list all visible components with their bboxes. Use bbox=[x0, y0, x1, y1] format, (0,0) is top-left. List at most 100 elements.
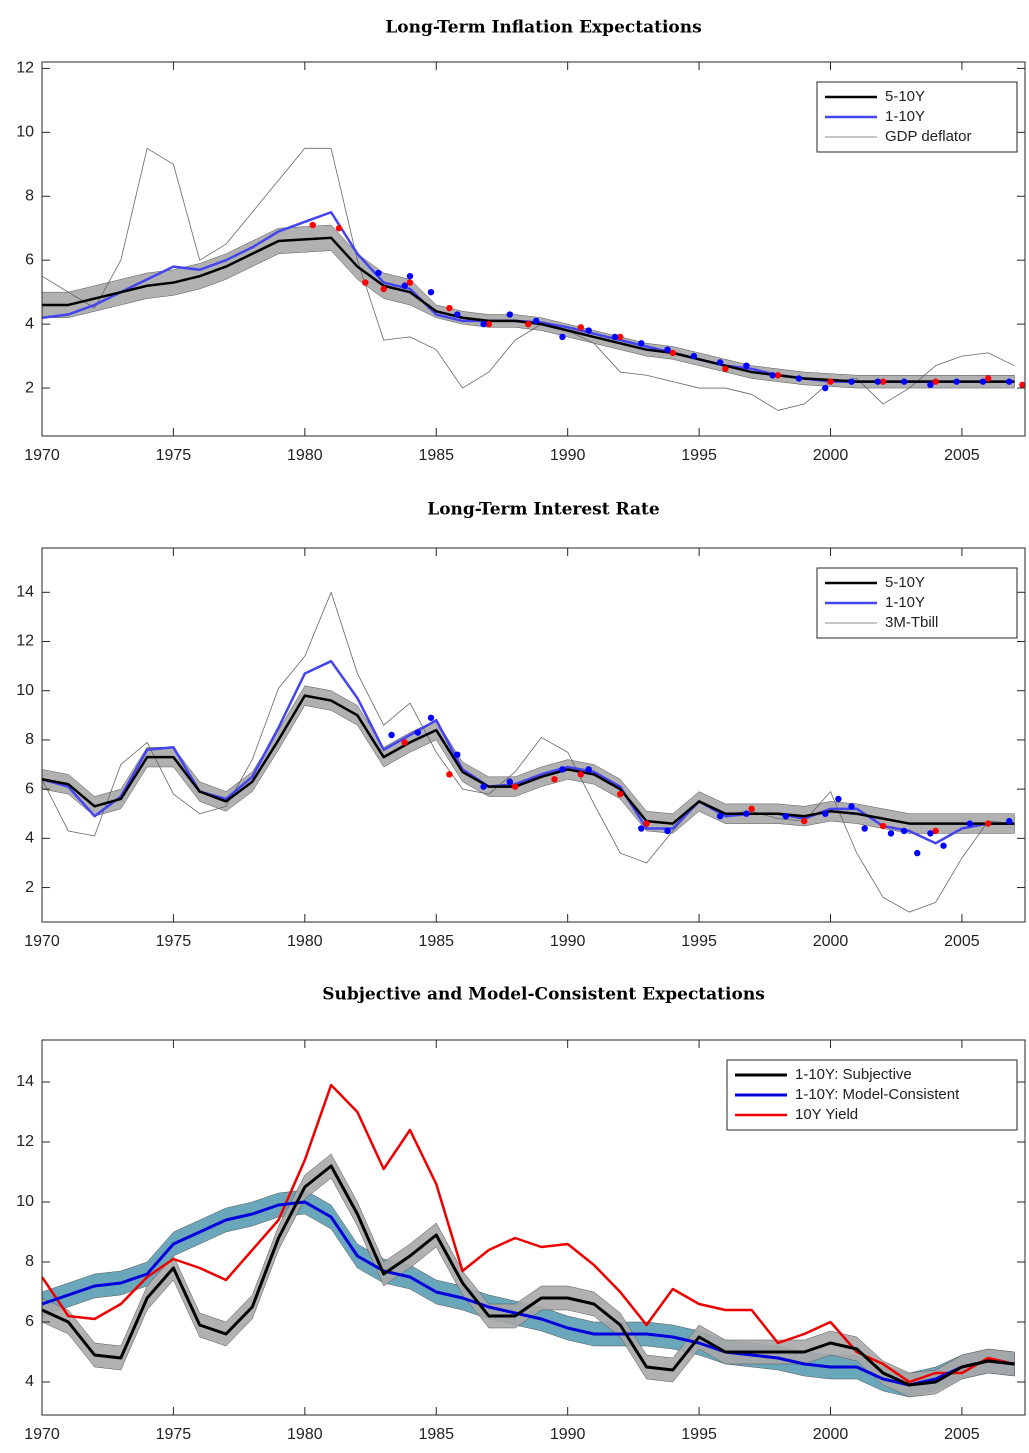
survey-point bbox=[690, 352, 698, 360]
survey-point bbox=[577, 771, 585, 778]
survey-point bbox=[506, 778, 514, 785]
x-tick-label: 1985 bbox=[418, 933, 454, 950]
legend-label: GDP deflator bbox=[885, 128, 971, 145]
survey-point bbox=[879, 378, 887, 385]
survey-point bbox=[638, 340, 645, 347]
chart-title: Long-Term Interest Rate bbox=[427, 500, 660, 520]
survey-point bbox=[827, 378, 834, 385]
survey-point bbox=[743, 362, 750, 369]
axes-frame bbox=[41, 547, 1026, 923]
survey-point bbox=[446, 304, 453, 312]
x-tick-label: 1975 bbox=[156, 933, 192, 950]
survey-point bbox=[375, 269, 382, 277]
x-tick-label: 1995 bbox=[681, 447, 717, 464]
survey-point bbox=[643, 820, 650, 827]
x-tick-label: 1970 bbox=[24, 447, 60, 464]
survey-point bbox=[1006, 817, 1013, 825]
series-line bbox=[42, 1164, 1015, 1387]
y-tick-label: 14 bbox=[16, 584, 34, 601]
plot-area bbox=[42, 591, 1015, 913]
survey-point bbox=[848, 803, 855, 810]
x-tick-label: 2000 bbox=[813, 933, 849, 950]
y-tick-label: 12 bbox=[16, 633, 34, 650]
survey-point bbox=[427, 714, 435, 721]
survey-point bbox=[454, 311, 461, 318]
survey-point bbox=[835, 795, 842, 803]
y-tick-label: 4 bbox=[25, 315, 34, 332]
legend-label: 1-10Y bbox=[885, 594, 925, 611]
survey-point bbox=[848, 378, 855, 385]
survey-point bbox=[769, 372, 776, 379]
x-tick-label: 1985 bbox=[418, 1426, 454, 1443]
survey-point bbox=[485, 320, 493, 328]
y-tick-label: 10 bbox=[16, 682, 34, 699]
survey-point bbox=[551, 776, 558, 783]
survey-point bbox=[940, 842, 947, 849]
survey-point bbox=[559, 766, 566, 773]
survey-point bbox=[782, 812, 790, 820]
survey-point bbox=[716, 359, 724, 366]
survey-point bbox=[879, 822, 887, 830]
x-tick-label: 1990 bbox=[550, 933, 586, 950]
survey-point bbox=[388, 731, 395, 739]
survey-point bbox=[585, 327, 592, 334]
axes-frame bbox=[41, 61, 1026, 437]
survey-point bbox=[617, 790, 624, 798]
survey-point bbox=[1006, 378, 1013, 385]
survey-point bbox=[401, 739, 408, 746]
survey-point bbox=[900, 378, 908, 385]
y-tick-label: 6 bbox=[25, 780, 34, 797]
y-tick-label: 12 bbox=[16, 60, 34, 77]
plot-area bbox=[42, 1083, 1015, 1398]
survey-point bbox=[611, 333, 619, 341]
legend-label: 1-10Y: Model-Consistent bbox=[795, 1086, 960, 1103]
legend-label: 5-10Y bbox=[885, 88, 925, 105]
survey-point bbox=[414, 729, 422, 736]
survey-point bbox=[506, 311, 514, 318]
survey-point bbox=[822, 384, 829, 392]
survey-point bbox=[480, 783, 487, 790]
survey-point bbox=[664, 346, 671, 353]
survey-point bbox=[927, 830, 934, 837]
legend-label: 1-10Y: Subjective bbox=[795, 1066, 912, 1083]
y-tick-label: 8 bbox=[25, 187, 34, 204]
survey-point bbox=[927, 381, 934, 389]
chart-title: Long-Term Inflation Expectations bbox=[385, 18, 701, 38]
survey-point bbox=[900, 827, 908, 835]
y-tick-label: 8 bbox=[25, 731, 34, 748]
legend-label: 1-10Y bbox=[885, 108, 925, 125]
x-tick-label: 2005 bbox=[944, 447, 980, 464]
x-tick-label: 1990 bbox=[550, 1426, 586, 1443]
x-tick-label: 1985 bbox=[418, 447, 454, 464]
x-tick-label: 1970 bbox=[24, 933, 60, 950]
survey-point bbox=[406, 272, 414, 280]
survey-point bbox=[932, 378, 939, 385]
survey-point bbox=[577, 324, 585, 331]
series-line bbox=[42, 210, 1015, 383]
x-tick-label: 1990 bbox=[550, 447, 586, 464]
legend-label: 3M-Tbill bbox=[885, 614, 938, 631]
series-line bbox=[42, 1200, 1015, 1387]
survey-point bbox=[722, 365, 729, 373]
confidence-band bbox=[42, 1153, 1015, 1398]
survey-point bbox=[480, 320, 487, 328]
survey-point bbox=[743, 810, 750, 817]
survey-point bbox=[861, 825, 868, 832]
survey-point bbox=[401, 282, 408, 289]
survey-point bbox=[822, 810, 829, 817]
y-tick-label: 4 bbox=[25, 830, 34, 847]
y-tick-label: 12 bbox=[16, 1133, 34, 1150]
survey-point bbox=[585, 766, 592, 773]
survey-point bbox=[716, 812, 724, 820]
survey-point bbox=[406, 279, 414, 286]
y-tick-label: 14 bbox=[16, 1073, 34, 1090]
x-tick-label: 2005 bbox=[944, 1426, 980, 1443]
y-tick-label: 8 bbox=[25, 1253, 34, 1270]
x-tick-label: 2005 bbox=[944, 933, 980, 950]
survey-point bbox=[669, 349, 677, 357]
survey-point bbox=[559, 333, 566, 341]
survey-point bbox=[774, 372, 782, 379]
series-line bbox=[42, 694, 1015, 825]
y-tick-label: 6 bbox=[25, 1313, 34, 1330]
